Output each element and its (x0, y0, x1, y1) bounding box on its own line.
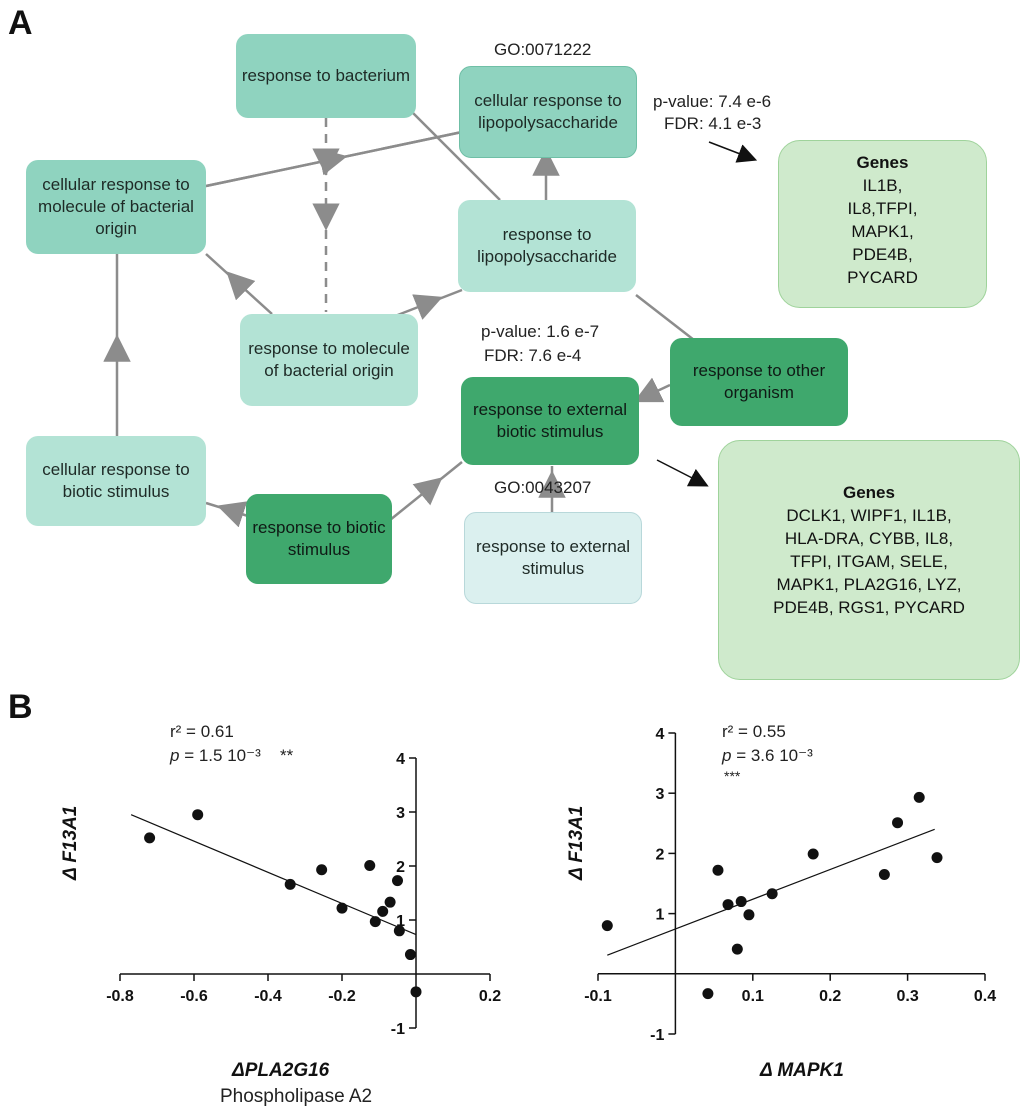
panel-a-letter: A (8, 4, 33, 42)
genes-bottom-line: PDE4B, RGS1, PYCARD (773, 598, 965, 617)
y-tick-label: 2 (655, 846, 664, 863)
genes-bottom-line: TFPI, ITGAM, SELE, (790, 552, 948, 571)
data-point (377, 905, 389, 917)
genes-bottom-line: MAPK1, PLA2G16, LYZ, (776, 575, 962, 594)
edge-lps-to-other (635, 294, 695, 341)
node-response-to-bacterium[interactable]: response to bacterium (236, 34, 416, 118)
data-point (192, 809, 204, 821)
stats-mid-fdr: FDR: 7.6 e-4 (484, 346, 582, 365)
y-tick-label: -1 (650, 1027, 664, 1044)
chart2-p: p = 3.6 10⁻³ (722, 746, 813, 765)
x-tick-label: -0.4 (254, 988, 282, 1005)
node-response-molecule-bacterial[interactable]: response to molecule of bacterial origin (240, 314, 418, 406)
y-tick-label: -1 (391, 1021, 405, 1038)
panel-b-letter: B (8, 688, 33, 726)
go-id-bottom: GO:0043207 (494, 478, 592, 497)
data-point (410, 986, 422, 998)
genes-box-bottom: Genes DCLK1, WIPF1, IL1B, HLA-DRA, CYBB,… (718, 440, 1020, 680)
y-tick-label: 4 (396, 751, 405, 768)
data-point (336, 902, 348, 914)
chart2-ylabel: Δ F13A1 (566, 805, 587, 880)
stats-mid-pvalue: p-value: 1.6 e-7 (481, 322, 600, 341)
data-point (878, 868, 890, 880)
x-tick-label: -0.8 (106, 988, 134, 1005)
data-point (364, 859, 376, 871)
x-tick-label: 0.4 (974, 988, 996, 1005)
data-point (284, 878, 296, 890)
stats-top-fdr: FDR: 4.1 e-3 (664, 114, 762, 133)
data-point (807, 848, 819, 860)
chart1-r2: r² = 0.61 (170, 722, 234, 741)
chart1-p: p = 1.5 10⁻³ (170, 746, 261, 765)
data-point (766, 888, 778, 900)
data-point (712, 864, 724, 876)
regression-line (130, 814, 417, 936)
y-tick-label: 3 (655, 786, 664, 803)
node-cellular-response-lps[interactable]: cellular response to lipopolysaccharide (459, 66, 637, 158)
chart2-xlabel: Δ MAPK1 (760, 1060, 844, 1081)
node-cellular-response-biotic[interactable]: cellular response to biotic stimulus (26, 436, 206, 526)
genes-top-line: IL1B, (862, 176, 903, 195)
data-point (316, 864, 328, 876)
data-point (404, 949, 416, 961)
genes-bottom-line: DCLK1, WIPF1, IL1B, (786, 506, 952, 525)
genes-bottom-line: HLA-DRA, CYBB, IL8, (784, 529, 954, 548)
data-point (702, 988, 714, 1000)
chart1-ylabel: Δ F13A1 (60, 805, 81, 880)
y-tick-label: 1 (396, 913, 405, 930)
genes-top-line: MAPK1, (851, 222, 914, 241)
data-point (931, 852, 943, 864)
go-graph-edges (103, 111, 758, 528)
chart1-sig: ** (280, 746, 294, 765)
y-tick-label: 2 (396, 859, 405, 876)
data-point (735, 896, 747, 908)
data-point (892, 817, 904, 829)
genes-top-line: IL8,TFPI, (847, 199, 918, 218)
node-response-external[interactable]: response to external stimulus (464, 512, 642, 604)
data-point (731, 943, 743, 955)
genes-bottom-title: Genes (843, 483, 895, 502)
genes-top-title: Genes (856, 153, 909, 172)
x-tick-label: -0.1 (584, 988, 612, 1005)
x-tick-label: 0.2 (819, 988, 841, 1005)
x-tick-label: 0.3 (896, 988, 918, 1005)
data-point (384, 896, 396, 908)
data-point (913, 791, 925, 803)
data-point (601, 920, 613, 932)
edge-bacterium-to-lps (411, 111, 501, 201)
node-response-other-organism[interactable]: response to other organism (670, 338, 848, 426)
x-tick-label: 0.1 (742, 988, 764, 1005)
chart1-xlabel: ΔPLA2G16 (232, 1060, 330, 1081)
data-point (369, 916, 381, 928)
node-response-external-biotic[interactable]: response to external biotic stimulus (461, 377, 639, 465)
pointer-arrow-bottom (656, 459, 709, 487)
y-tick-label: 4 (655, 726, 664, 743)
y-tick-label: 1 (655, 907, 664, 924)
chart1-xlabel-sub: Phospholipase A2 (220, 1086, 373, 1107)
x-tick-label: -0.2 (328, 988, 356, 1005)
data-point (743, 909, 755, 921)
data-point (144, 832, 156, 844)
data-point (393, 925, 405, 937)
go-id-top: GO:0071222 (494, 40, 592, 59)
node-cellular-response-bacterial[interactable]: cellular response to molecule of bacteri… (26, 160, 206, 254)
x-tick-label: -0.6 (180, 988, 208, 1005)
data-point (392, 875, 403, 887)
chart2-r2: r² = 0.55 (722, 722, 786, 741)
genes-top-line: PDE4B, (852, 245, 913, 264)
x-tick-label: 0.2 (479, 988, 501, 1005)
data-point (722, 899, 734, 911)
genes-box-top: Genes IL1B, IL8,TFPI, MAPK1, PDE4B, PYCA… (778, 140, 987, 308)
y-tick-label: 3 (396, 805, 405, 822)
pointer-arrow-top (708, 141, 758, 163)
genes-top-line: PYCARD (847, 268, 918, 287)
chart2-sig: *** (724, 768, 741, 784)
node-response-biotic[interactable]: response to biotic stimulus (246, 494, 392, 584)
node-response-lps[interactable]: response to lipopolysaccharide (458, 200, 636, 292)
stats-top-pvalue: p-value: 7.4 e-6 (653, 92, 772, 111)
